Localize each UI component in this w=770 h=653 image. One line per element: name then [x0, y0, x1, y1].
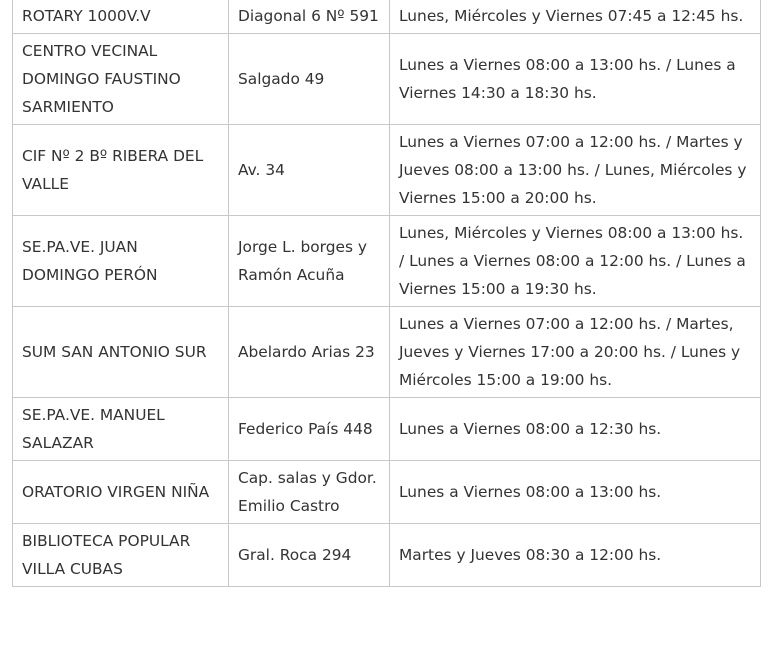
hours: Martes y Jueves 08:30 a 12:00 hs. — [389, 523, 761, 587]
address: Federico País 448 — [228, 397, 390, 461]
address: Abelardo Arias 23 — [228, 306, 390, 398]
hours: Lunes a Viernes 08:00 a 12:30 hs. — [389, 397, 761, 461]
address: Av. 34 — [228, 124, 390, 216]
address: Cap. salas y Gdor. Emilio Castro — [228, 460, 390, 524]
table-row: ORATORIO VIRGEN NIÑA Cap. salas y Gdor. E… — [12, 460, 761, 524]
hours: Lunes a Viernes 07:00 a 12:00 hs. / Mart… — [389, 124, 761, 216]
location-name: CENTRO VECINAL DOMINGO FAUSTINO SARMIENT… — [12, 33, 229, 125]
address: Salgado 49 — [228, 33, 390, 125]
location-name: ROTARY 1000V.V — [12, 0, 229, 34]
table-row: SE.PA.VE. JUAN DOMINGO PERÓN Jorge L. bor… — [12, 215, 761, 307]
table-row: ROTARY 1000V.V Diagonal 6 Nº 591 Lunes, Mi… — [12, 0, 761, 34]
schedule-table: ROTARY 1000V.V Diagonal 6 Nº 591 Lunes, Mi… — [12, 0, 761, 587]
address: Gral. Roca 294 — [228, 523, 390, 587]
table-row: SUM SAN ANTONIO SUR Abelardo Arias 23 Lune… — [12, 306, 761, 398]
table-row: BIBLIOTECA POPULAR VILLA CUBAS Gral. Roca… — [12, 523, 761, 587]
location-name: CIF Nº 2 Bº RIBERA DEL VALLE — [12, 124, 229, 216]
location-name: SUM SAN ANTONIO SUR — [12, 306, 229, 398]
table-row: CENTRO VECINAL DOMINGO FAUSTINO SARMIENT… — [12, 33, 761, 125]
hours: Lunes a Viernes 08:00 a 13:00 hs. / Lune… — [389, 33, 761, 125]
table-row: CIF Nº 2 Bº RIBERA DEL VALLE Av. 34 Lunes … — [12, 124, 761, 216]
location-name: SE.PA.VE. JUAN DOMINGO PERÓN — [12, 215, 229, 307]
hours: Lunes a Viernes 08:00 a 13:00 hs. — [389, 460, 761, 524]
hours: Lunes, Miércoles y Viernes 08:00 a 13:00… — [389, 215, 761, 307]
location-name: ORATORIO VIRGEN NIÑA — [12, 460, 229, 524]
location-name: SE.PA.VE. MANUEL SALAZAR — [12, 397, 229, 461]
location-name: BIBLIOTECA POPULAR VILLA CUBAS — [12, 523, 229, 587]
hours: Lunes a Viernes 07:00 a 12:00 hs. / Mart… — [389, 306, 761, 398]
table-row: SE.PA.VE. MANUEL SALAZAR Federico País 44… — [12, 397, 761, 461]
hours: Lunes, Miércoles y Viernes 07:45 a 12:45… — [389, 0, 761, 34]
table-body: ROTARY 1000V.V Diagonal 6 Nº 591 Lunes, Mi… — [12, 0, 761, 587]
address: Diagonal 6 Nº 591 — [228, 0, 390, 34]
address: Jorge L. borges y Ramón Acuña — [228, 215, 390, 307]
